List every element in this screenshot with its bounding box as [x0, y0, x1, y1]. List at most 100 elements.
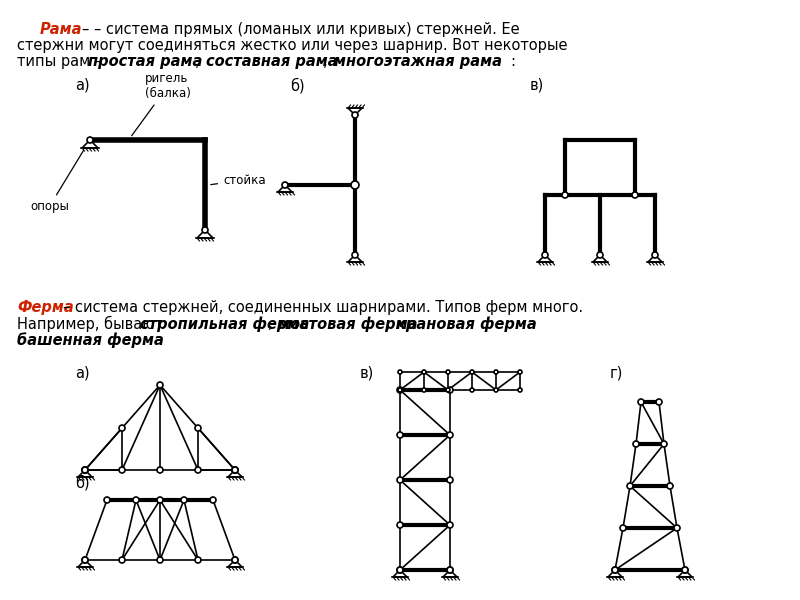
Circle shape — [656, 399, 662, 405]
Circle shape — [82, 467, 88, 473]
Text: в): в) — [530, 78, 544, 93]
Circle shape — [119, 557, 125, 563]
Text: г): г) — [610, 365, 623, 380]
Text: стойка: стойка — [210, 173, 266, 187]
Circle shape — [674, 525, 680, 531]
Text: опоры: опоры — [30, 151, 83, 213]
Circle shape — [470, 388, 474, 392]
Text: простая рама: простая рама — [88, 54, 202, 69]
Text: Ферма: Ферма — [17, 300, 74, 315]
Circle shape — [447, 522, 453, 528]
Circle shape — [518, 370, 522, 374]
Circle shape — [397, 477, 403, 483]
Circle shape — [597, 252, 603, 258]
Circle shape — [232, 467, 238, 473]
Circle shape — [447, 567, 453, 573]
Text: а): а) — [75, 78, 90, 93]
Circle shape — [82, 557, 88, 563]
Circle shape — [351, 181, 359, 189]
Circle shape — [612, 567, 618, 573]
Text: Например, бывают: Например, бывают — [17, 316, 167, 332]
Circle shape — [627, 483, 633, 489]
Circle shape — [638, 399, 644, 405]
Circle shape — [195, 425, 201, 431]
Text: в): в) — [360, 365, 374, 380]
Circle shape — [633, 441, 639, 447]
Text: стержни могут соединяться жестко или через шарнир. Вот некоторые: стержни могут соединяться жестко или чер… — [17, 38, 567, 53]
Circle shape — [195, 557, 201, 563]
Circle shape — [494, 370, 498, 374]
Circle shape — [352, 112, 358, 118]
Circle shape — [446, 388, 450, 392]
Circle shape — [119, 467, 125, 473]
Circle shape — [422, 388, 426, 392]
Text: ,: , — [386, 316, 395, 331]
Circle shape — [210, 497, 216, 503]
Text: ,: , — [195, 54, 204, 69]
Text: составная рама: составная рама — [206, 54, 338, 69]
Text: б): б) — [75, 475, 90, 491]
Circle shape — [447, 567, 453, 573]
Circle shape — [494, 388, 498, 392]
Text: типы рам –: типы рам – — [17, 54, 107, 69]
Circle shape — [682, 567, 688, 573]
Circle shape — [232, 467, 238, 473]
Circle shape — [82, 467, 88, 473]
Circle shape — [542, 252, 548, 258]
Circle shape — [447, 387, 453, 393]
Text: башенная ферма: башенная ферма — [17, 332, 164, 348]
Text: – – система прямых (ломаных или кривых) стержней. Ее: – – система прямых (ломаных или кривых) … — [82, 22, 520, 37]
Circle shape — [119, 425, 125, 431]
Circle shape — [422, 370, 426, 374]
Text: :: : — [125, 332, 130, 347]
Circle shape — [470, 370, 474, 374]
Circle shape — [397, 432, 403, 438]
Circle shape — [82, 467, 88, 473]
Circle shape — [682, 567, 688, 573]
Circle shape — [397, 522, 403, 528]
Circle shape — [612, 567, 618, 573]
Circle shape — [157, 497, 163, 503]
Text: многоэтажная рама: многоэтажная рама — [334, 54, 502, 69]
Text: Рама: Рама — [40, 22, 82, 37]
Circle shape — [82, 557, 88, 563]
Circle shape — [232, 557, 238, 563]
Text: стропильная ферма: стропильная ферма — [140, 316, 310, 331]
Circle shape — [181, 497, 187, 503]
Circle shape — [87, 137, 93, 143]
Circle shape — [282, 182, 288, 188]
Circle shape — [398, 370, 402, 374]
Circle shape — [661, 441, 667, 447]
Circle shape — [157, 382, 163, 388]
Circle shape — [157, 557, 163, 563]
Circle shape — [157, 467, 163, 473]
Circle shape — [447, 477, 453, 483]
Circle shape — [104, 497, 110, 503]
Text: ,: , — [504, 316, 509, 331]
Circle shape — [620, 525, 626, 531]
Circle shape — [652, 252, 658, 258]
Circle shape — [397, 387, 403, 393]
Text: ,: , — [268, 316, 278, 331]
Circle shape — [352, 252, 358, 258]
Circle shape — [667, 483, 673, 489]
Text: мостовая ферма: мостовая ферма — [278, 316, 418, 331]
Circle shape — [397, 567, 403, 573]
Circle shape — [397, 567, 403, 573]
Circle shape — [562, 192, 568, 198]
Text: :: : — [510, 54, 515, 69]
Circle shape — [446, 370, 450, 374]
Text: крановая ферма: крановая ферма — [396, 316, 537, 331]
Circle shape — [398, 388, 402, 392]
Circle shape — [232, 467, 238, 473]
Text: – система стержней, соединенных шарнирами. Типов ферм много.: – система стержней, соединенных шарнирам… — [63, 300, 583, 315]
Circle shape — [195, 467, 201, 473]
Circle shape — [133, 497, 139, 503]
Circle shape — [518, 388, 522, 392]
Circle shape — [447, 432, 453, 438]
Text: ,: , — [323, 54, 332, 69]
Circle shape — [202, 227, 208, 233]
Circle shape — [232, 557, 238, 563]
Text: ригель
(балка): ригель (балка) — [132, 72, 191, 136]
Text: б): б) — [290, 78, 305, 94]
